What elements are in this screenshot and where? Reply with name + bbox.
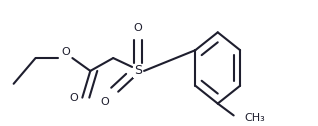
Text: O: O [101, 97, 110, 107]
Text: S: S [134, 64, 142, 77]
Text: O: O [69, 93, 78, 103]
Text: O: O [61, 47, 70, 57]
Text: CH₃: CH₃ [245, 113, 266, 123]
Text: O: O [134, 23, 142, 33]
